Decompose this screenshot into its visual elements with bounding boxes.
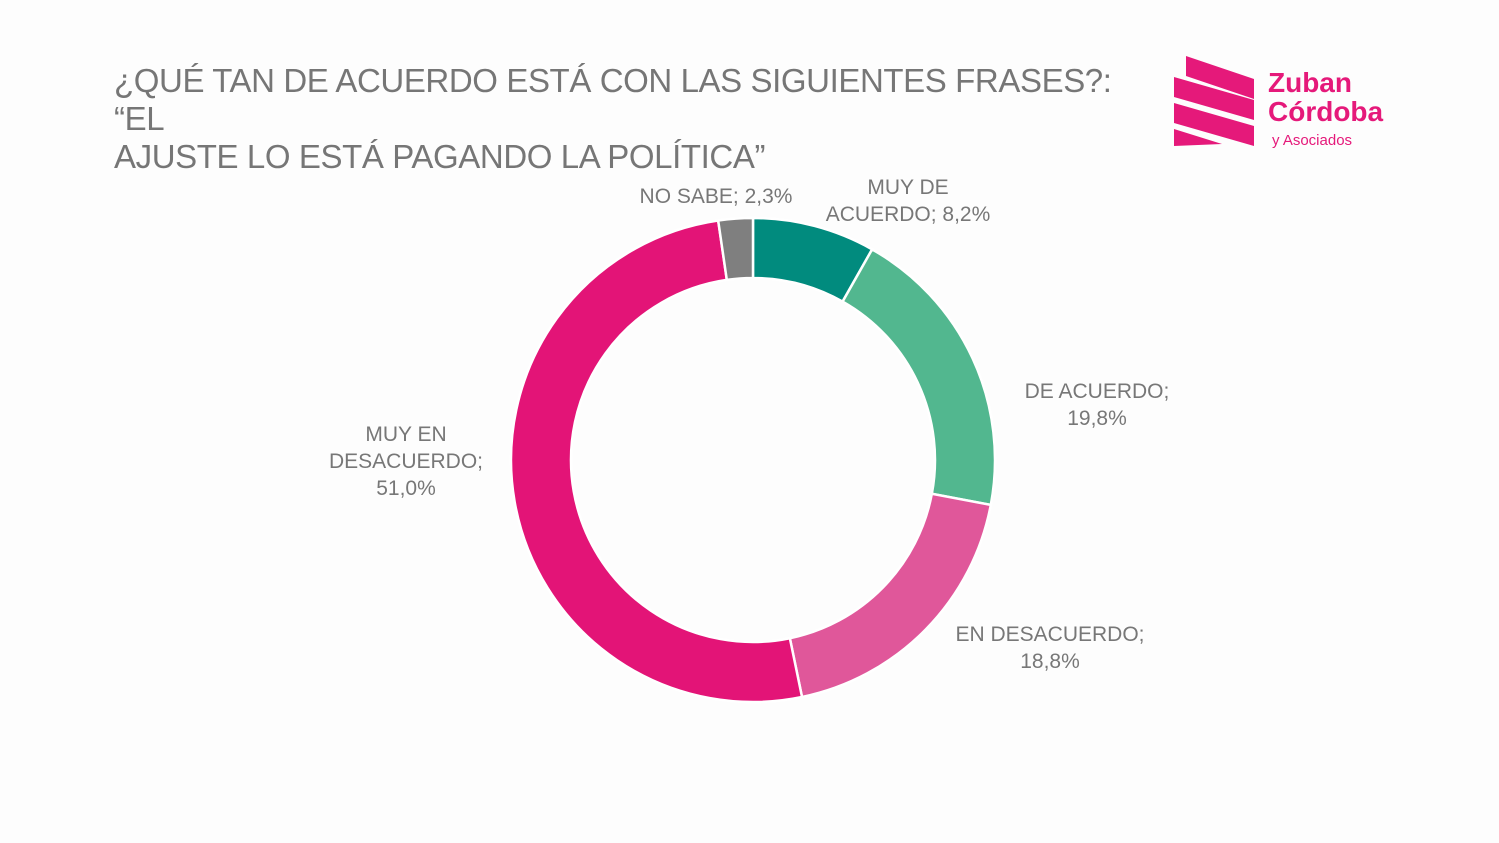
logo-wordmark: Zuban Córdoba — [1268, 68, 1383, 126]
company-logo: Zuban Córdoba y Asociados — [1170, 54, 1400, 154]
logo-line-2: Córdoba — [1268, 96, 1384, 127]
data-label-no-sabe: NO SABE; 2,3% — [640, 185, 793, 208]
slice-muy-en-desacuerdo — [509, 219, 804, 704]
slice-de-acuerdo — [840, 247, 997, 507]
logo-stripes-icon — [1174, 56, 1254, 146]
slice-en-desacuerdo — [788, 492, 993, 699]
logo-line-1: Zuban — [1268, 67, 1352, 98]
data-label-muy-de-acuerdo: MUY DE ACUERDO; 8,2% — [826, 176, 991, 226]
slice-no-sabe — [716, 216, 755, 282]
chart-title: ¿QUÉ TAN DE ACUERDO ESTÁ CON LAS SIGUIEN… — [114, 62, 1134, 176]
chart-title-line-2: AJUSTE LO ESTÁ PAGANDO LA POLÍTICA” — [114, 138, 766, 175]
chart-title-line-1: ¿QUÉ TAN DE ACUERDO ESTÁ CON LAS SIGUIEN… — [114, 62, 1112, 137]
logo-line-3: y Asociados — [1272, 132, 1353, 149]
data-label-muy-en-desacuerdo: MUY EN DESACUERDO; 51,0% — [329, 423, 483, 500]
data-label-de-acuerdo: DE ACUERDO; 19,8% — [1025, 380, 1170, 430]
data-label-en-desacuerdo: EN DESACUERDO; 18,8% — [955, 623, 1144, 673]
